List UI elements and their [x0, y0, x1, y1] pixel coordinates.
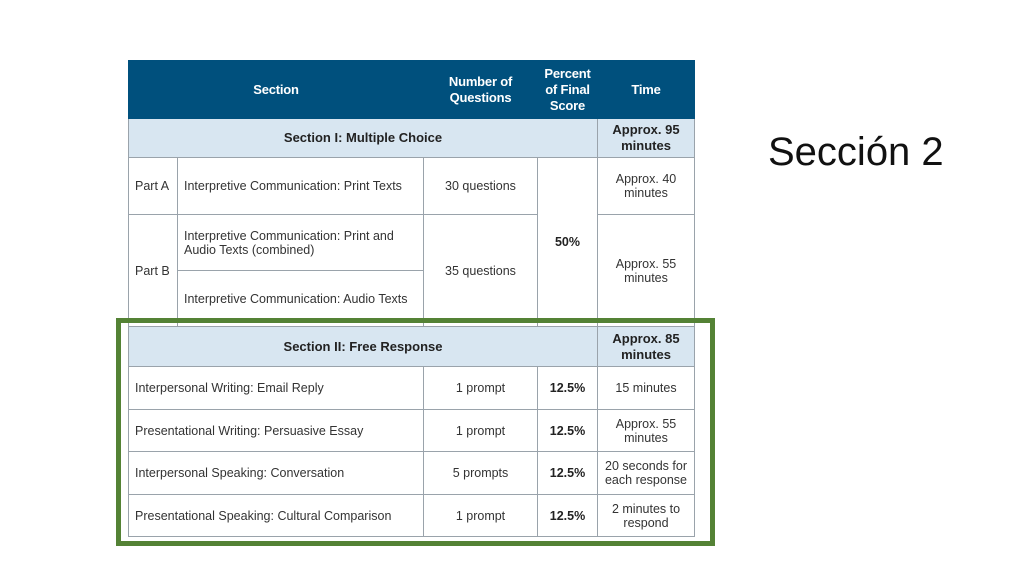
part-b-description-1: Interpretive Communication: Print and Au… [177, 214, 424, 271]
task-name: Interpersonal Speaking: Conversation [128, 451, 424, 495]
exam-format-table: Section Number of Questions Percent of F… [128, 60, 695, 537]
task-questions: 5 prompts [423, 451, 538, 495]
section2-row: Section II: Free Response Approx. 85 min… [128, 326, 695, 367]
task-questions: 1 prompt [423, 366, 538, 410]
task-percent: 12.5% [537, 494, 598, 537]
part-b-description-2: Interpretive Communication: Audio Texts [177, 270, 424, 327]
table-row: Presentational Writing: Persuasive Essay… [128, 409, 695, 452]
slide-title: Sección 2 [768, 130, 944, 174]
task-percent: 12.5% [537, 451, 598, 495]
header-section: Section [128, 60, 424, 119]
part-b-row-1: Part B Interpretive Communication: Print… [128, 214, 695, 327]
part-a-label: Part A [128, 157, 178, 215]
task-time: Approx. 55 minutes [597, 409, 695, 452]
table-row: Interpersonal Writing: Email Reply 1 pro… [128, 366, 695, 410]
task-time: 15 minutes [597, 366, 695, 410]
part-a-row: Part A Interpretive Communication: Print… [128, 157, 695, 327]
section1-time: Approx. 95 minutes [597, 118, 695, 158]
part-b-row-2: Interpretive Communication: Audio Texts [129, 270, 695, 327]
task-name: Presentational Writing: Persuasive Essay [128, 409, 424, 452]
section1-percent: 50% [537, 157, 598, 327]
part-a-time: Approx. 40 minutes [597, 157, 695, 215]
task-percent: 12.5% [537, 366, 598, 410]
part-b-label: Part B [128, 214, 178, 327]
part-b-time: Approx. 55 minutes [597, 214, 695, 327]
task-time: 2 minutes to respond [597, 494, 695, 537]
task-questions: 1 prompt [423, 494, 538, 537]
task-name: Interpersonal Writing: Email Reply [128, 366, 424, 410]
task-questions: 1 prompt [423, 409, 538, 452]
part-a-questions: 30 questions [423, 157, 538, 215]
section1-title: Section I: Multiple Choice [128, 118, 598, 158]
table-row: Interpersonal Speaking: Conversation 5 p… [128, 451, 695, 495]
table-row: Presentational Speaking: Cultural Compar… [128, 494, 695, 537]
header-percent-final-score: Percent of Final Score [537, 60, 598, 119]
table-header-row: Section Number of Questions Percent of F… [128, 60, 695, 119]
part-b-questions: 35 questions [423, 214, 538, 327]
section2-time: Approx. 85 minutes [597, 326, 695, 367]
section1-row: Section I: Multiple Choice Approx. 95 mi… [128, 118, 695, 158]
task-time: 20 seconds for each response [597, 451, 695, 495]
task-name: Presentational Speaking: Cultural Compar… [128, 494, 424, 537]
header-number-of-questions: Number of Questions [423, 60, 538, 119]
header-time: Time [597, 60, 695, 119]
task-percent: 12.5% [537, 409, 598, 452]
part-a-description: Interpretive Communication: Print Texts [177, 157, 424, 215]
section2-title: Section II: Free Response [128, 326, 598, 367]
